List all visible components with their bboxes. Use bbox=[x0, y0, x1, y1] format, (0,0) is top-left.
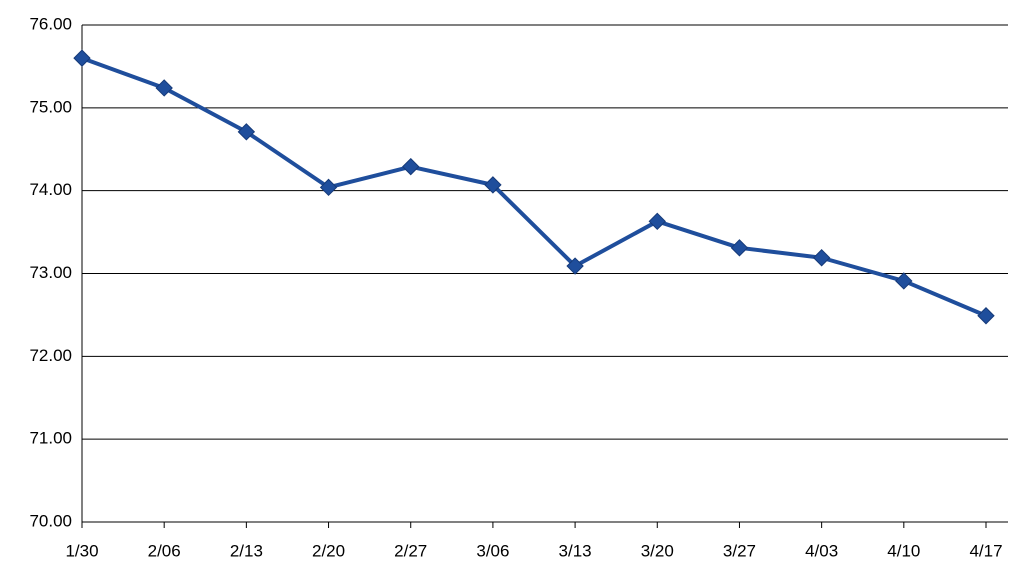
point-marker bbox=[566, 257, 584, 275]
y-tick-label: 75.00 bbox=[29, 97, 72, 116]
x-tick-label: 2/27 bbox=[394, 541, 427, 560]
y-tick-label: 72.00 bbox=[29, 346, 72, 365]
point-marker bbox=[648, 212, 666, 231]
y-tick-label: 76.00 bbox=[29, 14, 72, 33]
x-tick-label: 4/10 bbox=[887, 541, 920, 560]
y-tick-label: 74.00 bbox=[29, 180, 72, 199]
point-marker bbox=[319, 178, 338, 197]
y-tick-label: 73.00 bbox=[29, 263, 72, 282]
x-tick-label: 2/13 bbox=[230, 541, 263, 560]
point-marker bbox=[730, 239, 749, 257]
x-tick-label: 1/30 bbox=[65, 541, 98, 560]
x-tick-label: 3/13 bbox=[559, 541, 592, 560]
point-marker bbox=[73, 49, 91, 67]
point-marker bbox=[812, 249, 831, 267]
y-tick-label: 70.00 bbox=[29, 511, 72, 530]
line bbox=[81, 56, 987, 318]
point-marker bbox=[155, 79, 173, 97]
point-marker bbox=[895, 272, 913, 290]
x-tick-label: 4/17 bbox=[969, 541, 1002, 560]
point-marker bbox=[402, 157, 420, 176]
point-marker bbox=[237, 123, 256, 141]
y-tick-label: 71.00 bbox=[29, 429, 72, 448]
point-marker bbox=[484, 176, 502, 194]
x-tick-label: 3/20 bbox=[641, 541, 674, 560]
point-marker bbox=[977, 307, 995, 325]
x-tick-label: 2/06 bbox=[148, 541, 181, 560]
x-tick-label: 3/27 bbox=[723, 541, 756, 560]
x-tick-label: 2/20 bbox=[312, 541, 345, 560]
x-tick-label: 4/03 bbox=[805, 541, 838, 560]
x-tick-label: 3/06 bbox=[476, 541, 509, 560]
